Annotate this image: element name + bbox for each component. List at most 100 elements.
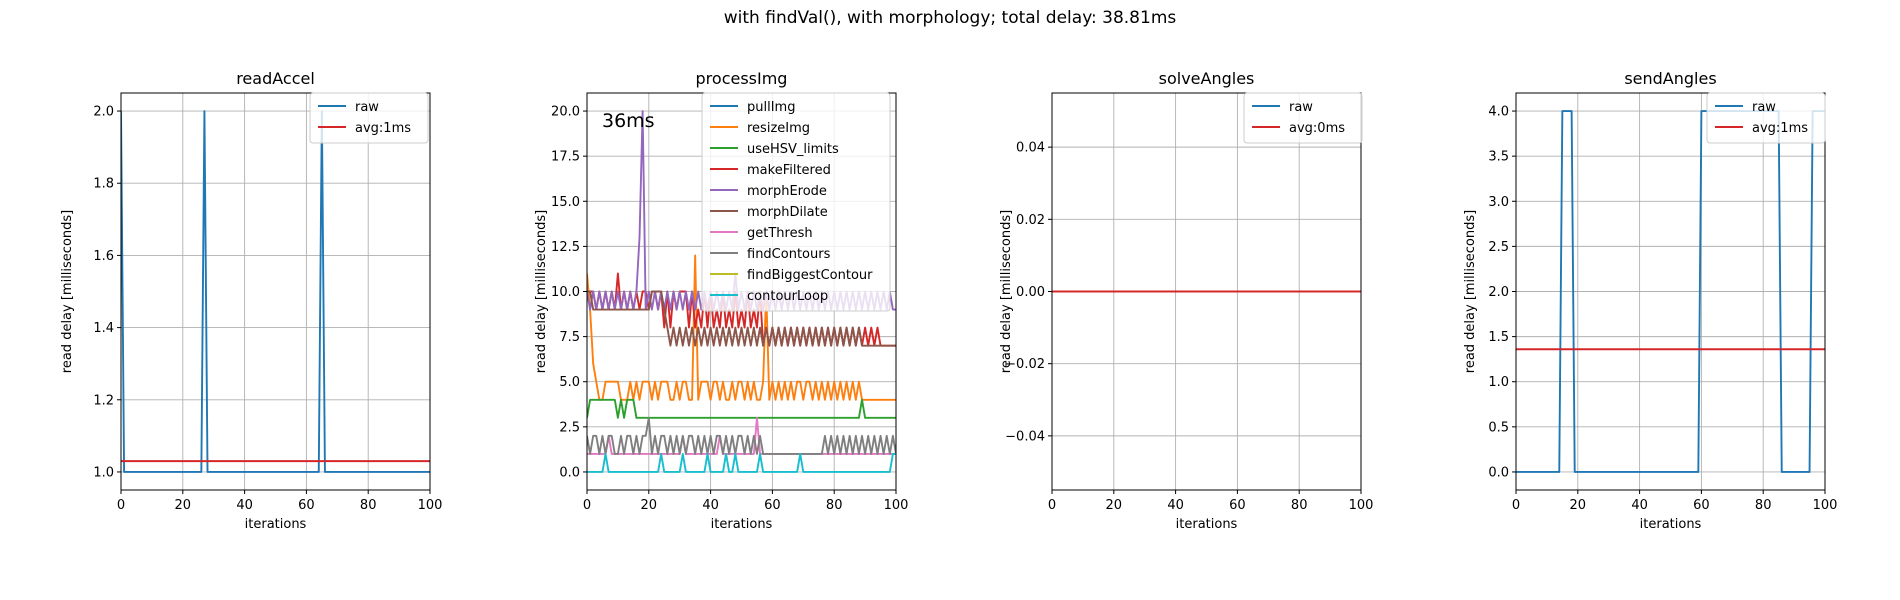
x-tick-label: 20 — [1570, 498, 1587, 513]
y-tick-label: 7.5 — [559, 330, 580, 345]
y-tick-label: 2.0 — [1488, 285, 1509, 300]
legend-label: avg:0ms — [1289, 121, 1345, 136]
y-tick-label: 2.0 — [93, 105, 114, 120]
legend-label: contourLoop — [747, 289, 828, 304]
series-group — [121, 110, 430, 473]
panel-readAccel: 0 20 40 60 80 100 1.0 1.2 1.4 1.6 1.8 2.0 readAccel i… — [60, 69, 442, 532]
y-tick-label: 0.0 — [1488, 465, 1509, 480]
legend-label: getThresh — [747, 226, 813, 241]
legend-label: findContours — [747, 247, 831, 262]
y-tick-label: 3.5 — [1488, 150, 1509, 165]
legend-label: morphDilate — [747, 205, 828, 220]
series-line-morphdilate — [587, 290, 896, 347]
y-tick-label: 0.0 — [559, 465, 580, 480]
x-tick-label: 20 — [641, 498, 658, 513]
legend: raw avg:1ms — [1706, 92, 1826, 144]
y-tick-label: 0.04 — [1016, 141, 1045, 156]
y-tick-label: 2.5 — [1488, 240, 1509, 255]
y-tick-label: 1.0 — [93, 465, 114, 480]
y-axis-label: read delay [milliseconds] — [999, 210, 1014, 373]
y-tick-label: 0.5 — [1488, 420, 1509, 435]
x-tick-label: 80 — [360, 498, 377, 513]
legend-label: makeFiltered — [747, 163, 831, 178]
x-tick-label: 60 — [764, 498, 781, 513]
x-tick-label: 0 — [117, 498, 125, 513]
x-tick-label: 0 — [583, 498, 591, 513]
x-tick-label: 60 — [1229, 498, 1246, 513]
y-tick-label: 1.0 — [1488, 375, 1509, 390]
x-tick-label: 40 — [1167, 498, 1184, 513]
legend-label: raw — [1752, 100, 1776, 115]
axes-title: sendAngles — [1624, 69, 1716, 88]
series-line-raw — [121, 110, 430, 473]
y-axis-label: read delay [milliseconds] — [1463, 210, 1478, 373]
legend-box — [701, 92, 891, 312]
series-line-raw — [1516, 110, 1825, 473]
y-tick-label: 2.5 — [559, 420, 580, 435]
x-axis-label: iterations — [1640, 517, 1702, 532]
legend-label: morphErode — [747, 184, 827, 199]
y-tick-label: 20.0 — [551, 105, 580, 120]
legend: raw avg:1ms — [309, 92, 429, 144]
x-axis-label: iterations — [711, 517, 773, 532]
x-tick-label: 40 — [1631, 498, 1648, 513]
series-line-usehsv-limits — [587, 398, 896, 419]
y-axis-label: read delay [milliseconds] — [534, 210, 549, 373]
y-tick-label: 10.0 — [551, 285, 580, 300]
y-tick-label: 0.02 — [1016, 213, 1045, 228]
y-tick-label: 1.5 — [1488, 330, 1509, 345]
legend-label: avg:1ms — [1752, 121, 1808, 136]
x-tick-label: 100 — [1349, 498, 1374, 513]
y-tick-label: −0.04 — [1005, 429, 1045, 444]
y-tick-label: 1.4 — [93, 321, 114, 336]
series-line-findcontours — [587, 416, 896, 455]
y-tick-label: 12.5 — [551, 240, 580, 255]
legend-label: avg:1ms — [355, 121, 411, 136]
x-tick-label: 0 — [1512, 498, 1520, 513]
x-axis-label: iterations — [245, 517, 307, 532]
legend-label: raw — [355, 100, 379, 115]
x-tick-label: 0 — [1048, 498, 1056, 513]
x-tick-label: 40 — [702, 498, 719, 513]
legend-label: resizeImg — [747, 121, 810, 136]
x-tick-label: 20 — [1106, 498, 1123, 513]
y-tick-label: 0.00 — [1016, 285, 1045, 300]
y-tick-label: −0.02 — [1005, 357, 1045, 372]
axes-title: solveAngles — [1159, 69, 1255, 88]
x-tick-label: 40 — [236, 498, 253, 513]
x-tick-label: 80 — [826, 498, 843, 513]
y-tick-label: 3.0 — [1488, 195, 1509, 210]
x-tick-label: 100 — [884, 498, 909, 513]
legend-label: findBiggestContour — [747, 268, 873, 283]
x-tick-label: 100 — [1813, 498, 1838, 513]
x-tick-label: 60 — [298, 498, 315, 513]
x-tick-label: 60 — [1693, 498, 1710, 513]
y-tick-label: 1.8 — [93, 177, 114, 192]
y-tick-label: 1.6 — [93, 249, 114, 264]
y-axis-label: read delay [milliseconds] — [60, 210, 75, 373]
panel-processImg: 0 20 40 60 80 100 0.0 2.5 5.0 7.5 10.0 12.5 15.0 17.5… — [534, 69, 908, 532]
legend-label: raw — [1289, 100, 1313, 115]
legend: raw avg:0ms — [1243, 92, 1363, 144]
y-tick-label: 15.0 — [551, 195, 580, 210]
figure-title: with findVal(), with morphology; total d… — [723, 8, 1177, 28]
panel-solveAngles: 0 20 40 60 80 100 −0.04 −0.02 0.00 0.02 0.04 solveA… — [999, 69, 1373, 532]
axes-frame — [120, 92, 431, 491]
y-tick-label: 5.0 — [559, 375, 580, 390]
legend: pullImg resizeImg useHSV_limits makeFiltere… — [701, 92, 891, 312]
series-line-contourloop — [587, 452, 896, 473]
y-tick-label: 17.5 — [551, 150, 580, 165]
x-tick-label: 80 — [1755, 498, 1772, 513]
x-tick-label: 20 — [175, 498, 192, 513]
axes-title: readAccel — [236, 69, 315, 88]
y-tick-label: 1.2 — [93, 393, 114, 408]
legend-label: useHSV_limits — [747, 142, 839, 157]
total-time-annotation: 36ms — [602, 110, 655, 132]
panel-sendAngles: 0 20 40 60 80 100 0.0 0.5 1.0 1.5 2.0 2.5 3.0 3.5 4.0 s… — [1463, 69, 1837, 532]
x-tick-label: 100 — [418, 498, 443, 513]
x-axis-label: iterations — [1176, 517, 1238, 532]
legend-label: pullImg — [747, 100, 795, 115]
series-group — [1516, 110, 1825, 473]
x-tick-label: 80 — [1291, 498, 1308, 513]
